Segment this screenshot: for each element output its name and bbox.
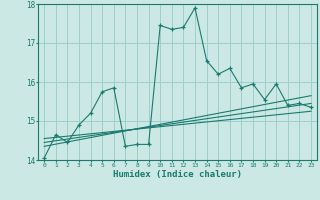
X-axis label: Humidex (Indice chaleur): Humidex (Indice chaleur) xyxy=(113,170,242,179)
